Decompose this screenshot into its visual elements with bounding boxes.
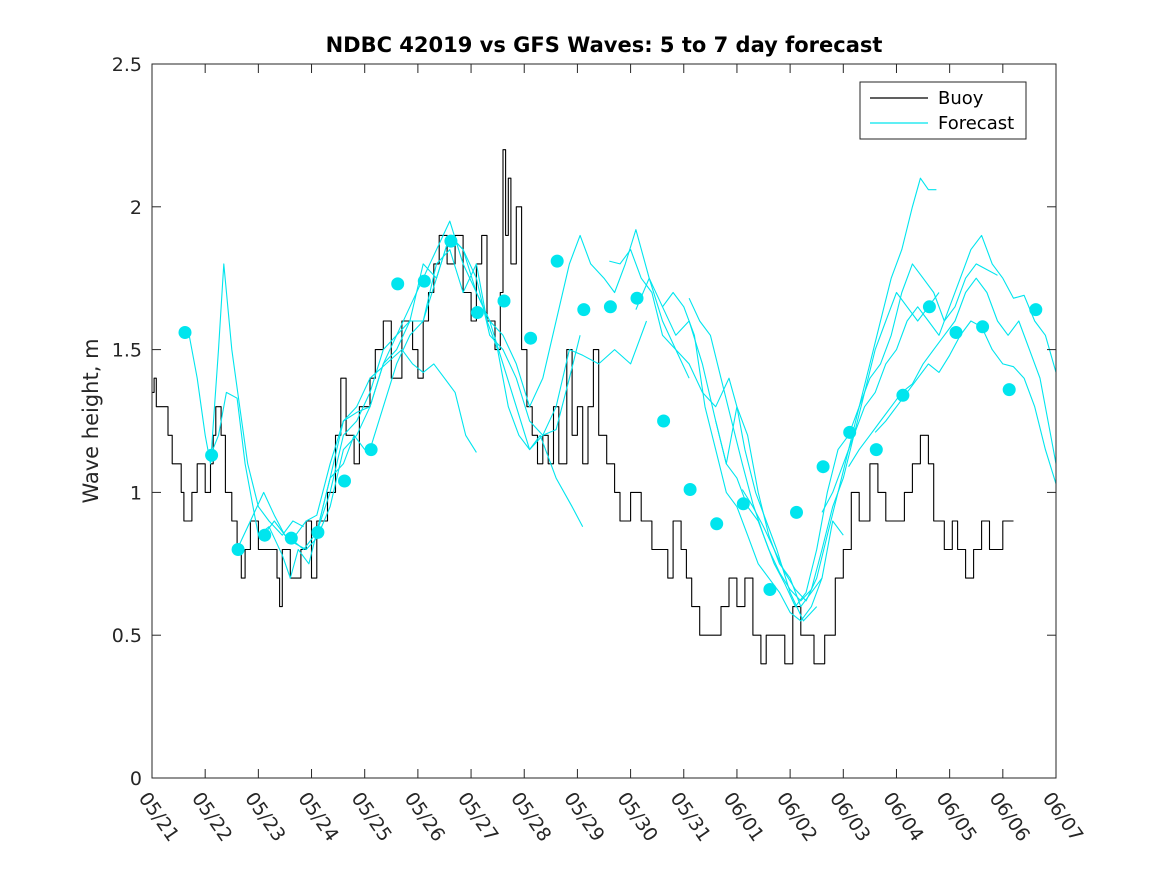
legend: Buoy Forecast: [859, 81, 1027, 140]
forecast-series-line-15: [848, 277, 1057, 467]
forecast-series-line-3: [236, 349, 477, 550]
forecast-marker-point: [311, 525, 325, 539]
forecast-marker-point: [790, 505, 803, 519]
forecast-marker-point: [391, 277, 405, 291]
y-axis: 0 0.5 1 1.5 2 2.5: [112, 54, 1056, 790]
forecast-series-line-10: [662, 291, 844, 622]
forecast-series-line-14: [821, 234, 1057, 513]
forecast-marker-point: [417, 274, 431, 288]
forecast-marker-point: [550, 254, 564, 268]
forecast-marker-point: [231, 543, 245, 556]
legend-box: [859, 81, 1027, 140]
forecast-marker-point: [603, 300, 617, 314]
chart-title: NDBC 42019 vs GFS Waves: 5 to 7 day fore…: [326, 33, 883, 57]
buoy-series-line: [152, 149, 1014, 665]
series-layer: [152, 149, 1057, 665]
axes-box: [151, 63, 1057, 779]
plot-area: [152, 64, 1056, 778]
forecast-marker-point: [949, 326, 963, 339]
forecast-series-line-1: [183, 263, 304, 536]
legend-entry-label: Forecast: [938, 113, 1014, 134]
legend-entry-label: Buoy: [938, 88, 984, 109]
forecast-marker-point: [178, 326, 192, 339]
forecast-marker-point: [869, 443, 883, 457]
forecast-marker-point: [364, 443, 378, 457]
forecast-series-line-13: [741, 263, 998, 602]
forecast-marker-point: [683, 483, 697, 496]
forecast-marker-point: [205, 448, 219, 462]
forecast-series-line-11: [688, 177, 937, 608]
forecast-marker-point: [1002, 383, 1016, 397]
y-axis-label: Wave height, m: [79, 338, 103, 503]
forecast-marker-point: [922, 300, 936, 314]
y-tick-label: 1: [130, 482, 142, 504]
forecast-marker-point: [976, 320, 990, 334]
forecast-marker-point: [284, 531, 298, 545]
forecast-marker-point: [763, 583, 777, 596]
forecast-series-line-12: [715, 291, 940, 602]
y-tick-label: 0.5: [112, 625, 142, 647]
forecast-marker-point: [258, 528, 272, 542]
forecast-series-line-8: [609, 249, 818, 622]
forecast-marker-point: [577, 303, 591, 317]
y-tick-label: 2: [130, 197, 142, 219]
forecast-marker-point: [657, 414, 671, 428]
forecast-markers: [178, 234, 1043, 596]
forecast-marker-point: [816, 460, 830, 474]
y-tick-label: 1.5: [112, 340, 142, 362]
forecast-marker-point: [896, 388, 910, 402]
forecast-marker-point: [470, 306, 484, 319]
forecast-marker-point: [444, 234, 458, 248]
forecast-marker-point: [338, 474, 351, 488]
forecast-marker-point: [843, 425, 857, 439]
forecast-marker-point: [736, 497, 750, 511]
forecast-marker-point: [497, 294, 511, 308]
forecast-marker-point: [710, 517, 724, 531]
forecast-series-line-7: [369, 229, 690, 450]
forecast-marker-point: [630, 291, 644, 305]
y-tick-label: 2.5: [112, 54, 142, 76]
forecast-marker-point: [524, 331, 538, 345]
y-tick-label: 0: [130, 768, 142, 790]
forecast-marker-point: [1029, 303, 1043, 317]
